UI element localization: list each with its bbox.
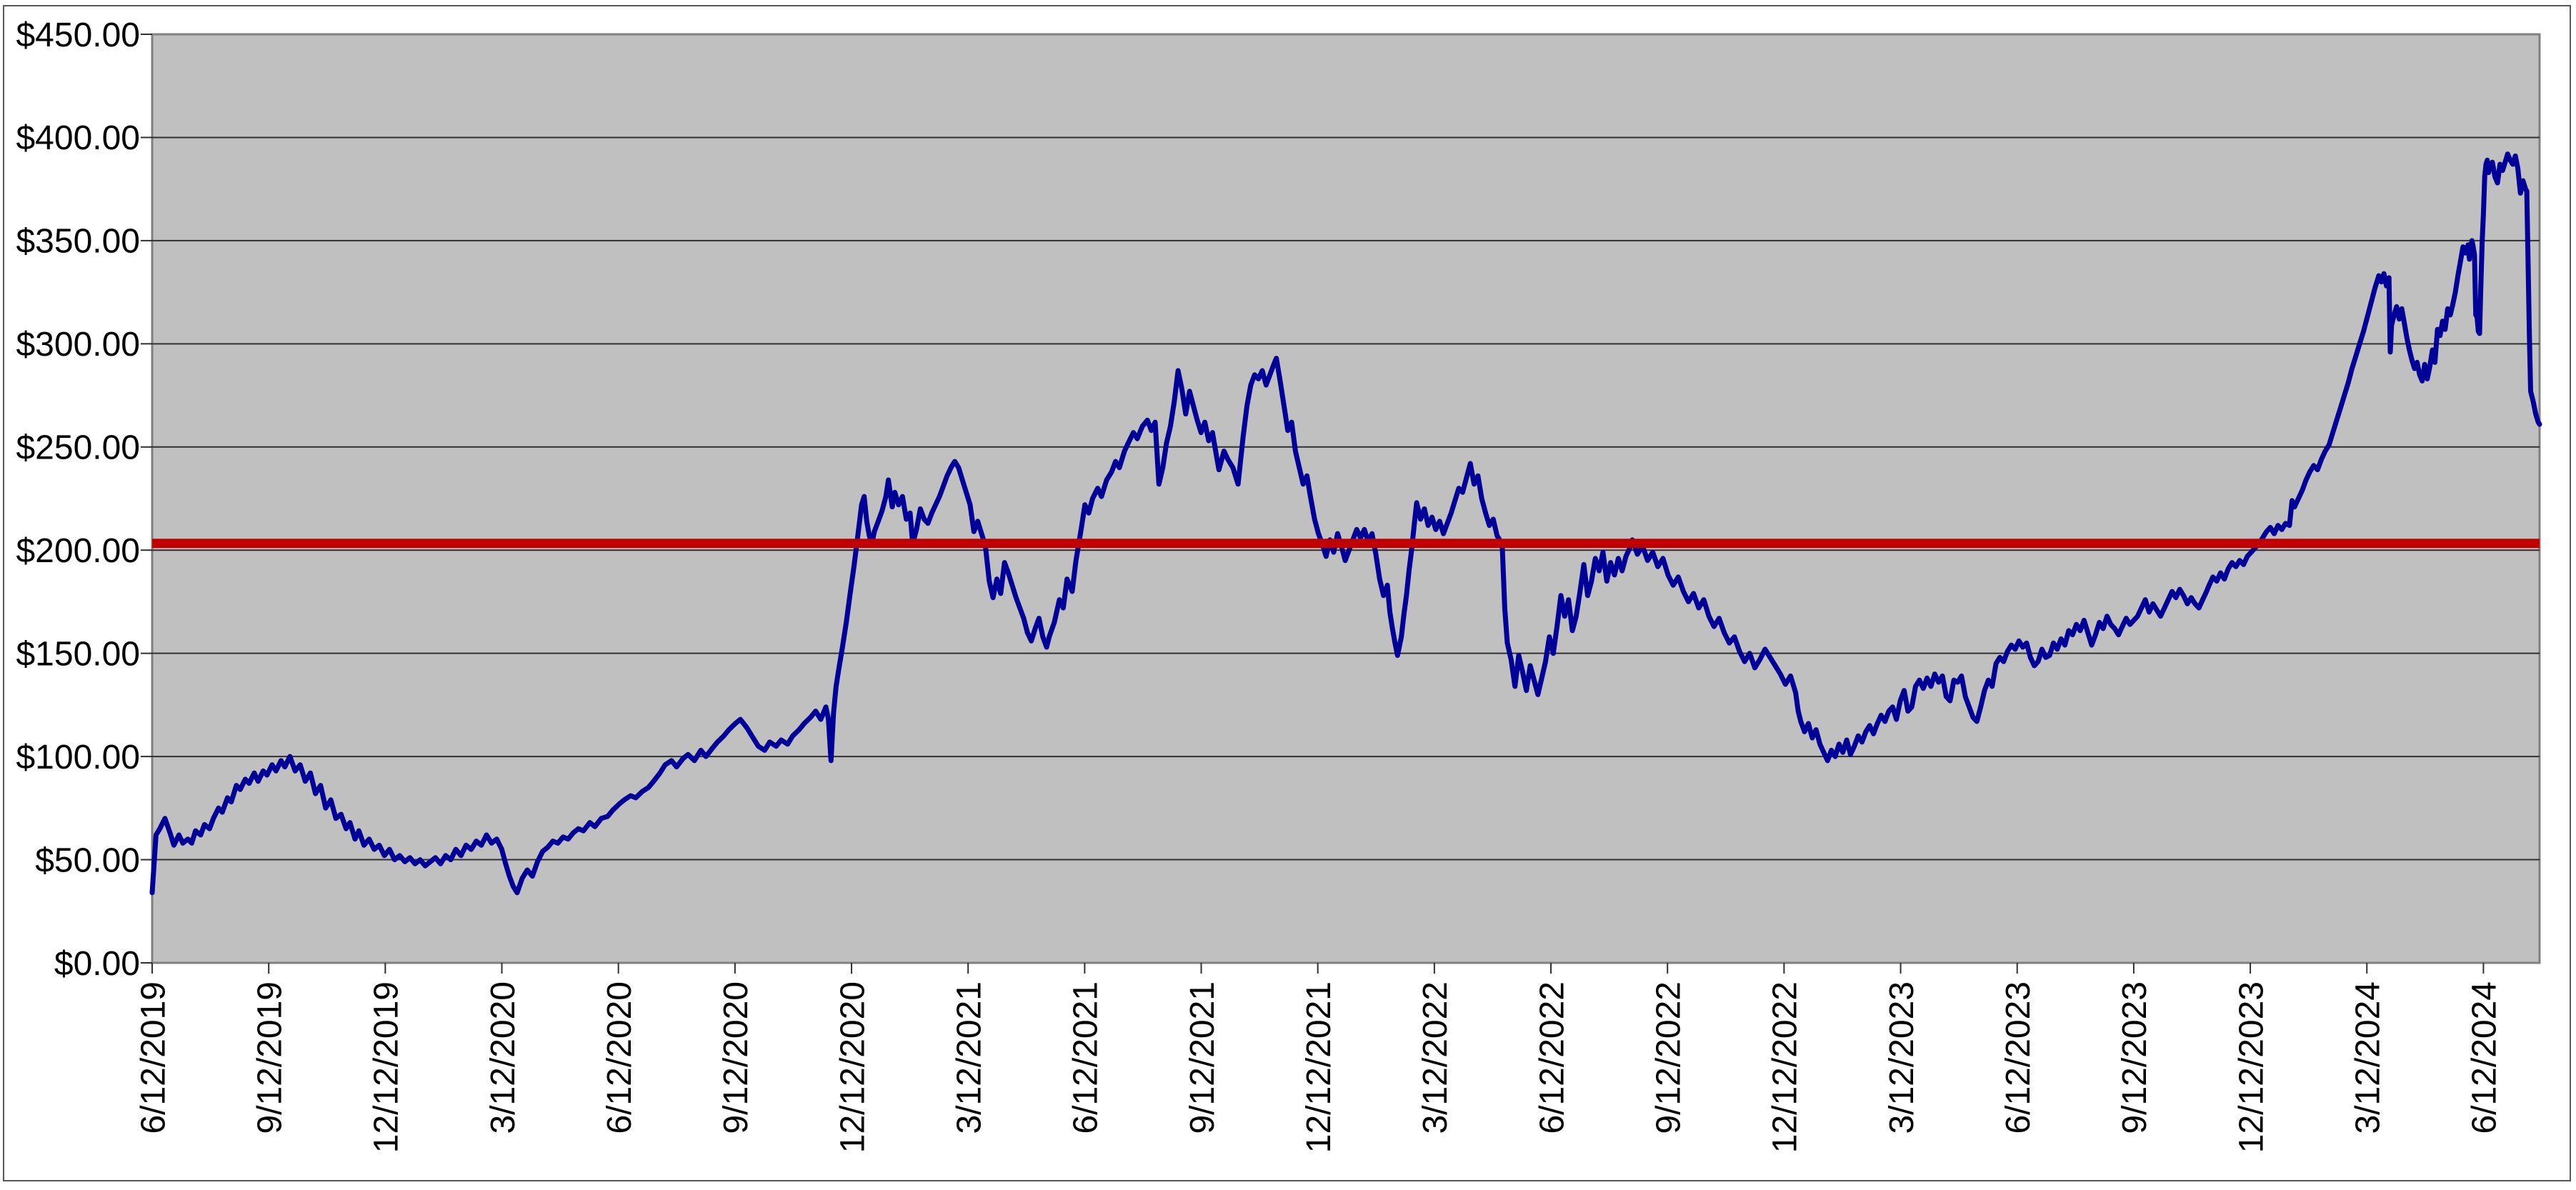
y-axis-label: $400.00 (16, 119, 140, 157)
x-axis-label: 6/12/2022 (1533, 981, 1571, 1134)
x-axis-label: 12/12/2019 (368, 981, 406, 1153)
x-axis-label: 6/12/2020 (601, 981, 639, 1134)
y-axis-label: $100.00 (16, 739, 140, 776)
y-axis-label: $150.00 (16, 635, 140, 673)
x-axis-label: 12/12/2023 (2232, 981, 2270, 1153)
x-axis-label: 3/12/2021 (950, 981, 988, 1134)
x-axis-label: 9/12/2020 (717, 981, 755, 1134)
x-axis-label: 12/12/2022 (1767, 981, 1804, 1153)
x-axis-label: 3/12/2024 (2350, 981, 2387, 1134)
y-axis-label: $450.00 (16, 16, 140, 54)
x-axis-label: 3/12/2022 (1417, 981, 1454, 1134)
y-axis-label: $350.00 (16, 223, 140, 261)
x-axis-label: 12/12/2020 (834, 981, 872, 1153)
x-axis-label: 9/12/2022 (1649, 981, 1687, 1134)
y-axis-label: $50.00 (35, 841, 140, 879)
x-axis-label: 12/12/2021 (1300, 981, 1338, 1153)
y-axis-label: $250.00 (16, 429, 140, 467)
x-axis-label: 6/12/2019 (134, 981, 172, 1134)
x-axis-label: 6/12/2024 (2466, 981, 2504, 1134)
y-axis-label: $300.00 (16, 326, 140, 364)
x-axis-label: 9/12/2019 (251, 981, 289, 1134)
chart-outer-border (3, 5, 2571, 1181)
x-axis-label: 9/12/2023 (2116, 981, 2154, 1134)
daily-closing-price-line (149, 151, 2542, 896)
plot-area (151, 33, 2541, 964)
y-axis-label: $0.00 (54, 945, 140, 983)
x-axis-label: 3/12/2020 (484, 981, 522, 1134)
x-axis-label: 3/12/2023 (1883, 981, 1921, 1134)
x-axis-label: 6/12/2023 (2000, 981, 2037, 1134)
x-axis-label: 9/12/2021 (1184, 981, 1222, 1134)
y-axis-label: $200.00 (16, 532, 140, 570)
x-axis-label: 6/12/2021 (1067, 981, 1105, 1134)
